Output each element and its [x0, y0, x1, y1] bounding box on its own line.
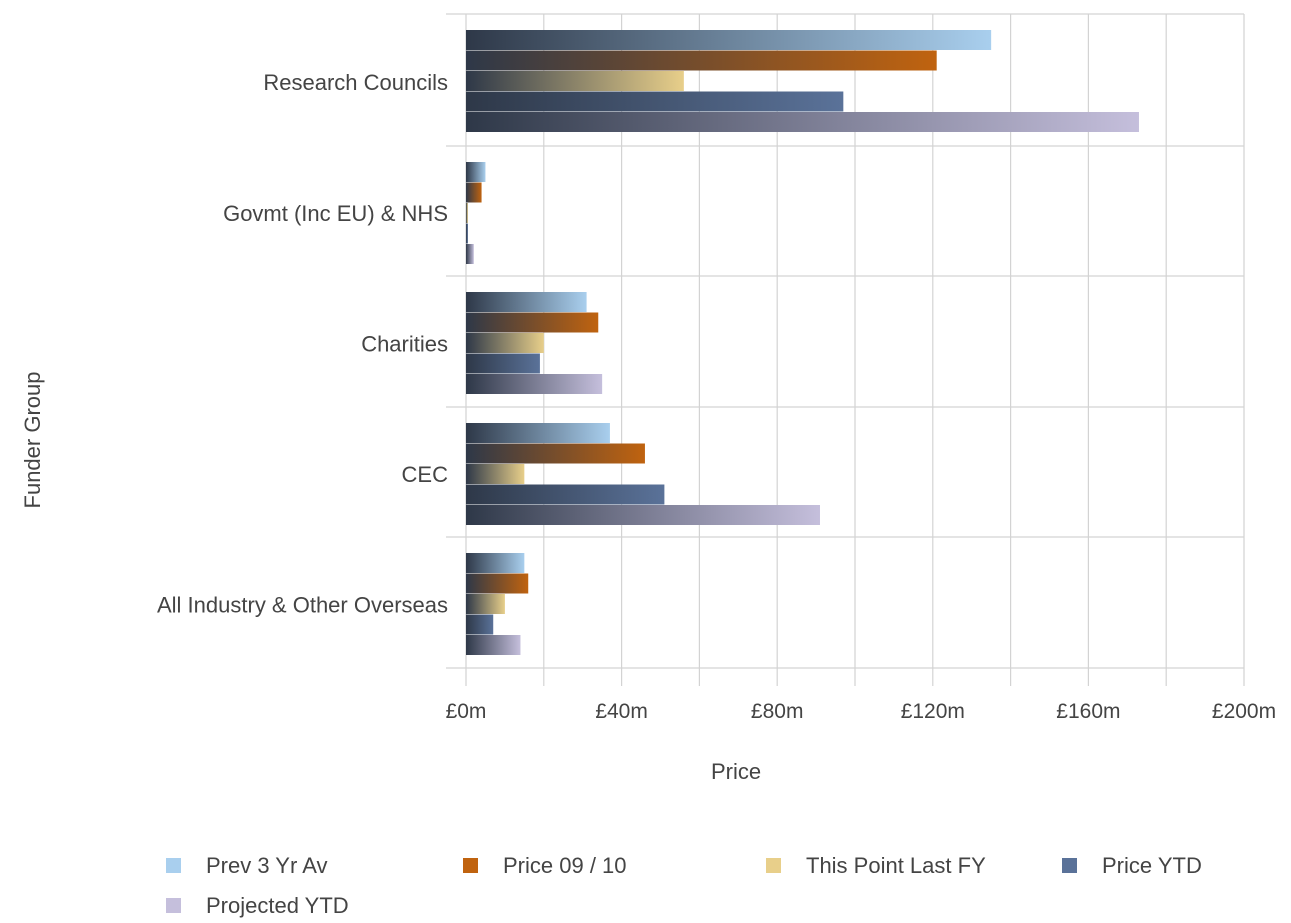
category-label: All Industry & Other Overseas	[157, 593, 448, 618]
bar	[466, 423, 610, 443]
bar	[466, 614, 494, 635]
x-tick-label: £0m	[446, 700, 487, 723]
legend-item: Price 09 / 10	[463, 853, 627, 878]
bar	[466, 443, 645, 464]
legend-swatch	[166, 898, 181, 913]
y-axis-title: Funder Group	[20, 372, 45, 509]
bars	[466, 30, 1139, 655]
category-label: Govmt (Inc EU) & NHS	[223, 201, 448, 226]
bar	[466, 203, 468, 223]
x-tick-label: £160m	[1056, 700, 1120, 723]
legend-swatch	[1062, 858, 1077, 873]
bar	[466, 553, 525, 573]
bar	[466, 312, 599, 333]
legend-item: Projected YTD	[166, 893, 349, 918]
bar	[466, 182, 482, 203]
bar	[466, 223, 468, 244]
bar	[466, 112, 1139, 132]
category-label: CEC	[402, 462, 449, 487]
bar	[466, 464, 525, 484]
x-tick-label: £200m	[1212, 700, 1276, 723]
legend-label: This Point Last FY	[806, 853, 986, 878]
bar	[466, 635, 521, 655]
legend-label: Projected YTD	[206, 893, 349, 918]
bar	[466, 292, 587, 312]
bar	[466, 484, 665, 505]
x-tick-label: £80m	[751, 700, 804, 723]
legend-label: Price 09 / 10	[503, 853, 627, 878]
bar	[466, 374, 603, 394]
bar	[466, 573, 529, 594]
legend-label: Price YTD	[1102, 853, 1202, 878]
bar	[466, 50, 937, 71]
legend-item: This Point Last FY	[766, 853, 986, 878]
category-label: Research Councils	[263, 70, 448, 95]
category-label: Charities	[361, 332, 448, 357]
x-tick-labels: £0m £40m £80m £120m £160m £200m	[446, 700, 1277, 723]
bar	[466, 71, 684, 91]
x-tick-label: £120m	[901, 700, 965, 723]
legend: Prev 3 Yr Av Price 09 / 10 This Point Last…	[166, 853, 1202, 918]
bar	[466, 91, 844, 112]
legend-item: Prev 3 Yr Av	[166, 853, 327, 878]
bar	[466, 244, 474, 264]
legend-label: Prev 3 Yr Av	[206, 853, 327, 878]
legend-swatch	[463, 858, 478, 873]
category-labels: Research Councils Govmt (Inc EU) & NHS Cha…	[157, 70, 448, 618]
x-tick-label: £40m	[595, 700, 648, 723]
legend-swatch	[166, 858, 181, 873]
x-axis-title: Price	[711, 759, 761, 784]
legend-item: Price YTD	[1062, 853, 1202, 878]
bar	[466, 30, 992, 50]
bar	[466, 162, 486, 182]
bar	[466, 333, 544, 353]
bar	[466, 353, 540, 374]
bar	[466, 505, 820, 525]
legend-swatch	[766, 858, 781, 873]
bar	[466, 594, 505, 614]
